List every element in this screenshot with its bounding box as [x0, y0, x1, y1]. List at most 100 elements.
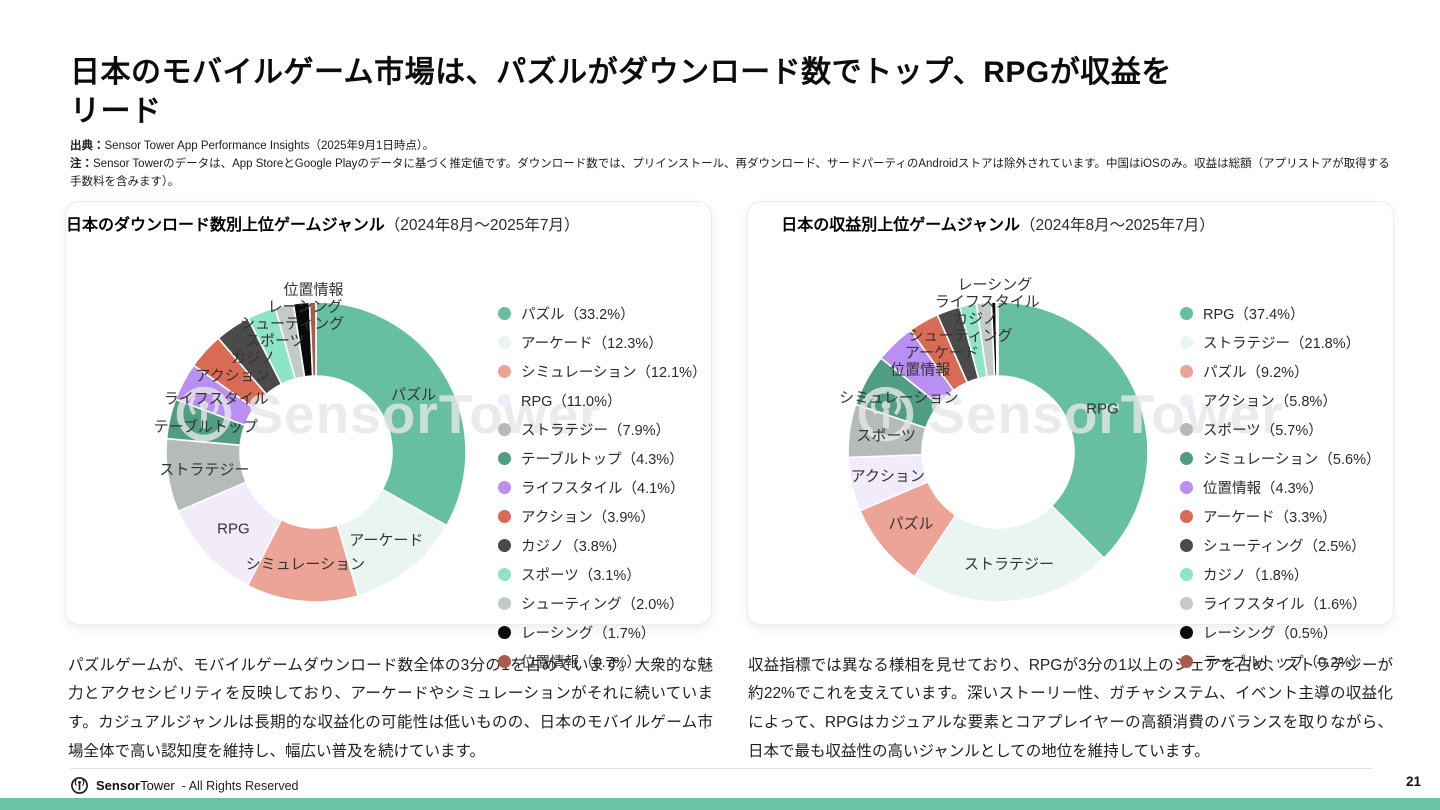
source-text: Sensor Tower App Performance Insights（20…	[104, 140, 435, 152]
legend-item: アクション（5.8%）	[1180, 390, 1380, 411]
legend-color-dot	[1180, 567, 1193, 581]
legend-item: RPG（11.0%）	[498, 390, 707, 411]
footer-rights: - All Rights Reserved	[181, 778, 299, 793]
slice-label: 位置情報	[890, 361, 950, 378]
legend-color-dot	[498, 451, 511, 465]
footer: SensorTower - All Rights Reserved	[70, 768, 1372, 795]
legend-label: ライフスタイル（1.6%）	[1203, 596, 1367, 613]
legend-color-dot	[1180, 480, 1193, 494]
slice-label: スポーツ	[245, 332, 305, 349]
slice-label: カジノ	[231, 349, 276, 366]
legend-item: シミュレーション（5.6%）	[1180, 448, 1380, 469]
donut-slice	[913, 504, 1106, 603]
legend-label: アーケード（12.3%）	[521, 335, 663, 352]
legend-item: スポーツ（5.7%）	[1180, 419, 1380, 440]
legend-color-dot	[498, 509, 511, 523]
legend-item: 位置情報（0.7%）	[498, 651, 707, 672]
legend-item: RPG（37.4%）	[1180, 303, 1380, 324]
revenue-legend: RPG（37.4%） ストラテジー（21.8%） パズル（9.2%） アクション（5.…	[1180, 303, 1380, 680]
page-title: 日本のモバイルゲーム市場は、パズルがダウンロード数でトップ、RPGが収益を リー…	[0, 0, 1440, 131]
legend-color-dot	[498, 567, 511, 581]
legend-label: アーケード（3.3%）	[1203, 509, 1337, 526]
legend-label: RPG（37.4%）	[1203, 306, 1305, 323]
slice-label: 位置情報	[283, 281, 343, 298]
note-label: 注：	[70, 158, 93, 171]
sensortower-logo-icon	[71, 777, 88, 794]
slice-label: シューティング	[240, 315, 344, 332]
legend-item: ライフスタイル（1.6%）	[1180, 593, 1380, 614]
legend-color-dot	[498, 335, 511, 349]
legend-item: レーシング（0.5%）	[1180, 622, 1380, 643]
downloads-legend: パズル（33.2%） アーケード（12.3%） シミュレーション（12.1%） RPG…	[498, 303, 707, 680]
slice-label: アーケード	[905, 344, 979, 361]
legend-label: パズル（9.2%）	[1203, 364, 1309, 381]
commentary-row: パズルゲームが、モバイルゲームダウンロード数全体の3分の1を占めています。大衆的…	[68, 652, 1393, 767]
legend-color-dot	[1180, 509, 1193, 523]
slice-label: RPG	[217, 520, 250, 537]
legend-color-dot	[498, 306, 511, 320]
legend-label: シューティング（2.0%）	[521, 596, 684, 613]
legend-color-dot	[1180, 625, 1193, 639]
legend-item: シューティング（2.0%）	[498, 593, 707, 614]
slice-label: ライフスタイル	[164, 390, 269, 407]
slice-label: レーシング	[957, 276, 1032, 293]
downloads-commentary: パズルゲームが、モバイルゲームダウンロード数全体の3分の1を占めています。大衆的…	[68, 656, 713, 760]
page-title-line1: 日本のモバイルゲーム市場は、パズルがダウンロード数でトップ、RPGが収益を	[70, 56, 1172, 89]
slice-label: シミュレーション	[246, 556, 365, 573]
slice-label: アクション	[195, 367, 269, 384]
legend-item: アーケード（3.3%）	[1180, 506, 1380, 527]
legend-label: テーブルトップ（4.3%）	[521, 451, 684, 468]
slice-label: テーブルトップ	[154, 417, 258, 435]
revenue-chart-title: 日本の収益別上位ゲームジャンル（2024年8月～2025年7月）	[781, 216, 1215, 234]
slice-label: レーシング	[268, 298, 343, 315]
legend-item: ライフスタイル（4.1%）	[498, 477, 707, 498]
revenue-chart-card: 日本の収益別上位ゲームジャンル（2024年8月～2025年7月） SensorT…	[747, 200, 1394, 671]
legend-label: ライフスタイル（4.1%）	[521, 480, 685, 497]
note-text: Sensor Towerのデータは、App StoreとGoogle Playの…	[70, 158, 1390, 188]
legend-item: パズル（9.2%）	[1180, 361, 1380, 382]
legend-item: レーシング（1.7%）	[498, 622, 707, 643]
legend-label: RPG（11.0%）	[521, 393, 622, 410]
charts-row: 日本のダウンロード数別上位ゲームジャンル（2024年8月～2025年7月） Se…	[65, 200, 1394, 671]
legend-label: アクション（5.8%）	[1203, 393, 1337, 410]
donut-slice	[997, 300, 1149, 560]
legend-item: シューティング（2.5%）	[1180, 535, 1380, 556]
slice-label: ライフスタイル	[935, 293, 1040, 310]
legend-item: ストラテジー（7.9%）	[498, 419, 707, 440]
source-label: 出典：	[70, 140, 105, 152]
legend-color-dot	[498, 422, 511, 436]
source-note: 出典：Sensor Tower App Performance Insights…	[70, 138, 1390, 155]
legend-color-dot	[1180, 422, 1193, 436]
donut-slice	[995, 300, 999, 377]
legend-color-dot	[498, 625, 511, 639]
legend-label: ストラテジー（21.8%）	[1203, 335, 1361, 352]
legend-label: シミュレーション（5.6%）	[1203, 451, 1381, 468]
slice-label: スポーツ	[856, 427, 916, 444]
slice-label: パズル	[888, 515, 933, 532]
donut-slice	[308, 300, 317, 377]
legend-color-dot	[498, 538, 511, 552]
slice-label: RPG	[1086, 400, 1119, 417]
slice-label: パズル	[391, 386, 436, 403]
legend-item: アーケード（12.3%）	[498, 332, 707, 353]
legend-item: テーブルトップ（0.2%）	[1180, 651, 1380, 672]
legend-item: パズル（33.2%）	[498, 303, 707, 324]
legend-item: ストラテジー（21.8%）	[1180, 332, 1380, 353]
legend-item: スポーツ（3.1%）	[498, 564, 707, 585]
slice-label: アクション	[851, 468, 925, 485]
legend-color-dot	[1180, 335, 1193, 349]
slice-label: ストラテジー	[159, 461, 249, 478]
downloads-chart-title: 日本のダウンロード数別上位ゲームジャンル（2024年8月～2025年7月）	[66, 216, 580, 234]
legend-color-dot	[498, 480, 511, 494]
legend-color-dot	[1180, 364, 1193, 378]
revenue-donut-labels: RPG ストラテジー パズル アクション スポーツ シミュレーション 位置情報アーケードシュ…	[839, 276, 1119, 573]
legend-color-dot	[1180, 451, 1193, 465]
legend-label: 位置情報（0.7%）	[521, 654, 642, 671]
downloads-chart-card: 日本のダウンロード数別上位ゲームジャンル（2024年8月～2025年7月） Se…	[65, 200, 712, 671]
legend-label: パズル（33.2%）	[521, 306, 635, 323]
legend-item: シミュレーション（12.1%）	[498, 361, 707, 382]
legend-label: スポーツ（5.7%）	[1203, 422, 1323, 439]
legend-label: アクション（3.9%）	[521, 509, 655, 526]
